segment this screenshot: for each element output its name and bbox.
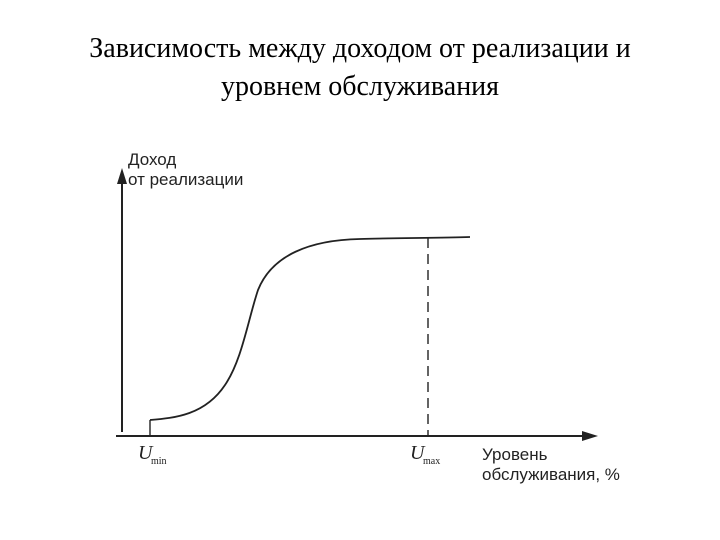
- y-axis-label-line-1: Доход: [128, 150, 176, 169]
- x-axis-label-line-2: обслуживания, %: [482, 465, 620, 484]
- u-max-letter: U: [410, 442, 426, 464]
- x-axis-label-line-1: Уровень: [482, 445, 548, 464]
- title-line-2: уровнем обслуживания: [220, 71, 500, 102]
- u-max-subscript: max: [423, 456, 440, 467]
- title-line-1: Зависимость между доходом от реализации …: [89, 33, 631, 64]
- u-min-subscript: min: [151, 456, 167, 467]
- y-axis-arrow: [117, 168, 127, 184]
- slide-title: Зависимость между доходом от реализации …: [0, 30, 720, 106]
- u-min-letter: U: [138, 442, 154, 464]
- y-axis-label-line-2: от реализации: [128, 170, 243, 189]
- x-axis-arrow: [582, 431, 598, 441]
- revenue-curve: [149, 236, 471, 421]
